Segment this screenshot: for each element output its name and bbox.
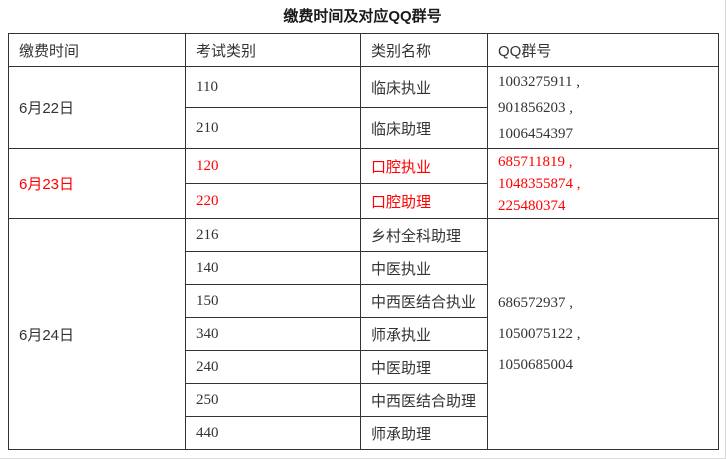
exam-code-cell: 240 <box>185 350 361 384</box>
column-header-exam-category: 考试类别 <box>185 33 361 67</box>
exam-code-cell: 440 <box>185 416 361 450</box>
exam-code-cell: 150 <box>185 284 361 318</box>
qq-group-numbers-cell: 1003275911 , 901856203 , 1006454397 <box>487 66 719 149</box>
exam-code-cell: 216 <box>185 218 361 252</box>
exam-code-cell: 140 <box>185 251 361 285</box>
table-row: 150 中西医结合执业 <box>9 284 719 318</box>
table-row: 440 师承助理 <box>9 416 719 450</box>
table-header-row: 缴费时间 考试类别 类别名称 QQ群号 <box>8 33 719 67</box>
exam-code-cell: 210 <box>185 107 361 149</box>
category-name-cell: 临床执业 <box>360 66 488 108</box>
category-name-cell: 口腔执业 <box>360 148 488 184</box>
exam-code-cell: 120 <box>185 148 361 184</box>
column-header-qq-group: QQ群号 <box>487 33 719 67</box>
category-name-cell: 师承执业 <box>360 317 488 351</box>
table-row: 6月23日 120 口腔执业 685711819 , 1048355874 , … <box>8 148 719 219</box>
table-row: 210 临床助理 <box>9 107 719 149</box>
exam-code-cell: 220 <box>185 183 361 219</box>
table-row: 250 中西医结合助理 <box>9 383 719 417</box>
table-row: 240 中医助理 <box>9 350 719 384</box>
page-title: 缴费时间及对应QQ群号 <box>283 8 442 25</box>
category-name-cell: 乡村全科助理 <box>360 218 488 252</box>
table-row: 340 师承执业 <box>9 317 719 351</box>
table-row: 6月24日 216 乡村全科助理 686572937 , 1050075122 … <box>8 218 719 450</box>
payment-date-cell: 6月22日 <box>8 66 186 149</box>
category-name-cell: 中医助理 <box>360 350 488 384</box>
category-name-cell: 中西医结合助理 <box>360 383 488 417</box>
table-row: 6月22日 110 临床执业 1003275911 , 901856203 , … <box>8 66 719 149</box>
category-name-cell: 中医执业 <box>360 251 488 285</box>
payment-date-cell: 6月23日 <box>8 148 186 219</box>
exam-code-cell: 340 <box>185 317 361 351</box>
column-header-category-name: 类别名称 <box>360 33 488 67</box>
table-row: 220 口腔助理 <box>9 183 719 219</box>
fee-schedule-table: 缴费时间 考试类别 类别名称 QQ群号 6月22日 110 临床执业 10032… <box>8 33 719 450</box>
category-name-cell: 口腔助理 <box>360 183 488 219</box>
qq-group-numbers-cell: 685711819 , 1048355874 , 225480374 <box>487 148 719 219</box>
table-row: 140 中医执业 <box>9 251 719 285</box>
exam-code-cell: 110 <box>185 66 361 108</box>
category-name-cell: 师承助理 <box>360 416 488 450</box>
payment-date-cell: 6月24日 <box>8 218 186 450</box>
column-header-payment-time: 缴费时间 <box>8 33 186 67</box>
category-name-cell: 临床助理 <box>360 107 488 149</box>
category-name-cell: 中西医结合执业 <box>360 284 488 318</box>
exam-code-cell: 250 <box>185 383 361 417</box>
qq-group-numbers-cell: 686572937 , 1050075122 , 1050685004 <box>487 218 719 450</box>
